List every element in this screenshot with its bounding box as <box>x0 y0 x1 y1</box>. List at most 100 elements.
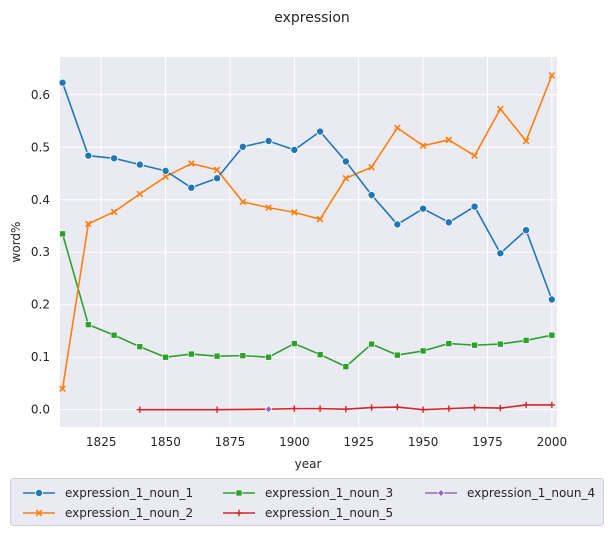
data-point <box>264 405 273 413</box>
data-point <box>445 405 453 412</box>
data-point <box>342 174 350 182</box>
x-axis-ticks: 1825 1850 1875 1900 1925 1950 1975 2000 <box>86 435 567 449</box>
data-point <box>496 249 505 258</box>
legend-item: expression_1_noun_2 <box>21 503 193 523</box>
series-expression_1_noun_1 <box>58 78 556 304</box>
data-point <box>445 136 453 144</box>
data-point <box>85 321 92 328</box>
legend-item: expression_1_noun_4 <box>423 483 595 503</box>
legend-swatch <box>223 489 255 497</box>
data-point <box>187 183 196 192</box>
data-point <box>265 353 272 361</box>
data-point <box>471 341 478 349</box>
legend-label: expression_1_noun_1 <box>65 486 194 500</box>
legend-item: expression_1_noun_3 <box>221 483 393 503</box>
data-point <box>522 226 531 235</box>
data-point <box>136 190 144 198</box>
data-point <box>290 145 299 154</box>
y-tick-label: 0.4 <box>31 193 50 207</box>
y-tick-label: 0.0 <box>31 403 50 417</box>
data-point <box>522 137 530 145</box>
y-tick-label: 0.2 <box>31 298 50 312</box>
data-point <box>290 208 298 216</box>
series-line <box>61 82 553 300</box>
legend-swatch <box>23 489 55 497</box>
data-point <box>135 160 144 169</box>
series-expression_1_noun_2 <box>59 72 556 393</box>
data-point <box>548 331 556 339</box>
x-tick-label: 1950 <box>408 435 439 449</box>
data-point <box>110 208 118 216</box>
data-point <box>213 352 221 360</box>
data-point <box>161 166 170 175</box>
series-expression_1_noun_4 <box>264 405 273 413</box>
data-point <box>235 489 243 497</box>
data-point <box>110 154 119 163</box>
data-point <box>316 127 325 136</box>
legend-label: expression_1_noun_2 <box>65 506 194 520</box>
x-tick-label: 1825 <box>86 435 117 449</box>
data-point <box>522 337 530 344</box>
data-point <box>548 72 556 79</box>
grid-lines <box>60 57 557 427</box>
x-tick-label: 2000 <box>537 435 568 449</box>
data-point <box>394 403 401 411</box>
legend-label: expression_1_noun_5 <box>265 506 394 520</box>
x-tick-label: 1925 <box>343 435 374 449</box>
legend-label: expression_1_noun_4 <box>467 486 596 500</box>
data-point <box>35 509 43 517</box>
legend-swatch <box>23 509 55 517</box>
data-point <box>188 350 195 358</box>
series-expression_1_noun_5 <box>136 401 556 413</box>
data-point <box>419 142 427 150</box>
data-point <box>393 124 401 132</box>
data-point <box>470 202 479 211</box>
data-point <box>291 340 298 347</box>
data-point <box>367 191 376 200</box>
legend-swatch <box>223 509 255 517</box>
data-point <box>235 509 243 517</box>
data-point <box>136 406 144 413</box>
data-point <box>437 489 445 497</box>
data-point <box>316 351 324 358</box>
data-point <box>213 166 221 174</box>
y-tick-label: 0.3 <box>31 245 50 259</box>
y-tick-label: 0.1 <box>31 350 50 364</box>
data-point <box>497 340 504 348</box>
data-point <box>444 218 453 227</box>
legend-item: expression_1_noun_5 <box>221 503 393 523</box>
data-point <box>419 406 427 413</box>
data-point <box>34 489 43 497</box>
data-point <box>238 142 247 151</box>
y-tick-label: 0.6 <box>31 88 50 102</box>
data-point <box>316 215 324 223</box>
data-point <box>264 136 273 145</box>
legend-item: expression_1_noun_1 <box>21 483 193 503</box>
data-point <box>316 405 324 412</box>
data-point <box>368 163 375 171</box>
y-tick-label: 0.5 <box>31 140 50 154</box>
data-point <box>393 220 402 229</box>
data-point <box>239 198 247 206</box>
data-point <box>59 230 66 238</box>
data-point <box>341 157 350 166</box>
data-point <box>368 404 375 411</box>
data-point <box>162 353 169 361</box>
series-expression_1_noun_3 <box>59 230 556 370</box>
data-point <box>84 220 92 228</box>
data-point <box>58 78 67 87</box>
x-tick-label: 1875 <box>215 435 246 449</box>
data-point <box>471 404 478 411</box>
series-line <box>61 233 553 368</box>
data-point <box>213 174 222 183</box>
series-line <box>139 404 552 411</box>
data-point <box>394 351 401 359</box>
data-point <box>522 401 530 409</box>
data-point <box>342 363 350 370</box>
plot-area <box>60 57 557 427</box>
data-point <box>445 340 453 347</box>
data-point <box>59 385 66 393</box>
data-point <box>548 401 556 409</box>
x-axis-label: year <box>295 457 322 471</box>
